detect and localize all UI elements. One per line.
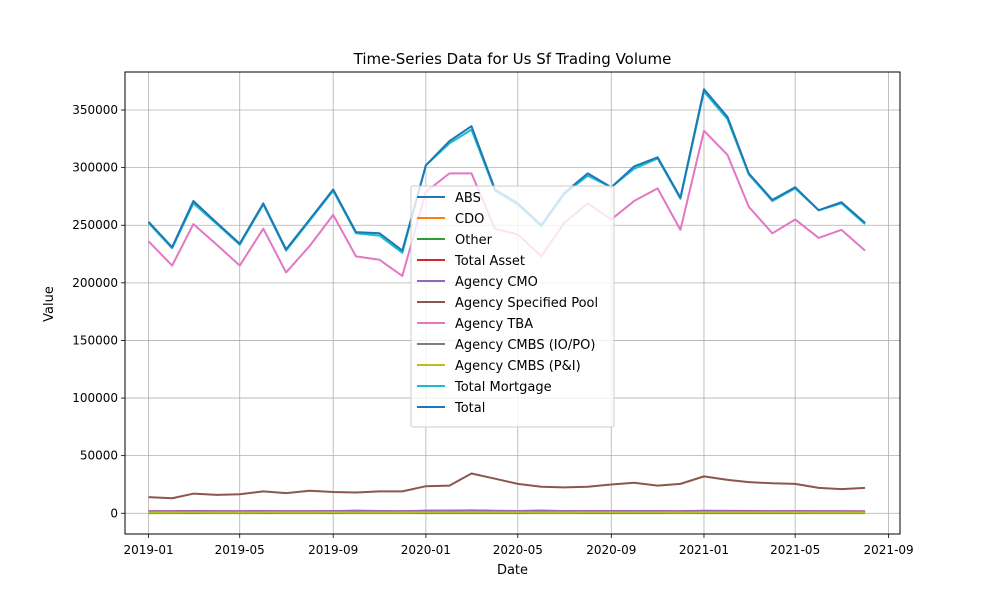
legend-label-abs: ABS xyxy=(455,191,481,206)
y-tick-label: 200000 xyxy=(72,276,118,290)
x-tick-label: 2020-09 xyxy=(586,543,636,557)
legend-label-total-mortgage: Total Mortgage xyxy=(454,380,552,395)
y-tick-label: 150000 xyxy=(72,333,118,347)
legend-label-agency-cmbs-io-po: Agency CMBS (IO/PO) xyxy=(455,338,595,353)
legend-label-agency-cmbs-p-i: Agency CMBS (P&I) xyxy=(455,359,581,374)
x-tick-label: 2021-05 xyxy=(770,543,820,557)
x-tick-label: 2020-01 xyxy=(401,543,451,557)
x-tick-label: 2019-05 xyxy=(215,543,265,557)
legend-label-agency-cmo: Agency CMO xyxy=(455,275,538,290)
y-tick-label: 250000 xyxy=(72,218,118,232)
chart-title: Time-Series Data for Us Sf Trading Volum… xyxy=(353,50,672,68)
legend: ABS CDO Other Total Asset Agency CMO Agency S… xyxy=(411,186,614,427)
y-tick-label: 50000 xyxy=(80,449,118,463)
x-tick-label: 2021-09 xyxy=(864,543,914,557)
x-tick-label: 2019-09 xyxy=(308,543,358,557)
legend-label-cdo: CDO xyxy=(455,212,484,227)
x-axis-label: Date xyxy=(497,563,528,578)
legend-label-total-asset: Total Asset xyxy=(454,254,525,269)
y-tick-label: 300000 xyxy=(72,161,118,175)
legend-label-agency-tba: Agency TBA xyxy=(455,317,533,332)
legend-label-total: Total xyxy=(454,401,485,416)
y-tick-label: 0 xyxy=(110,506,118,520)
x-tick-label: 2020-05 xyxy=(493,543,543,557)
legend-label-agency-specified-pool: Agency Specified Pool xyxy=(455,296,598,311)
y-tick-label: 100000 xyxy=(72,391,118,405)
y-tick-label: 350000 xyxy=(72,103,118,117)
y-axis-label: Value xyxy=(42,286,57,322)
legend-label-other: Other xyxy=(455,233,493,248)
x-tick-label: 2021-01 xyxy=(679,543,729,557)
x-tick-label: 2019-01 xyxy=(123,543,173,557)
